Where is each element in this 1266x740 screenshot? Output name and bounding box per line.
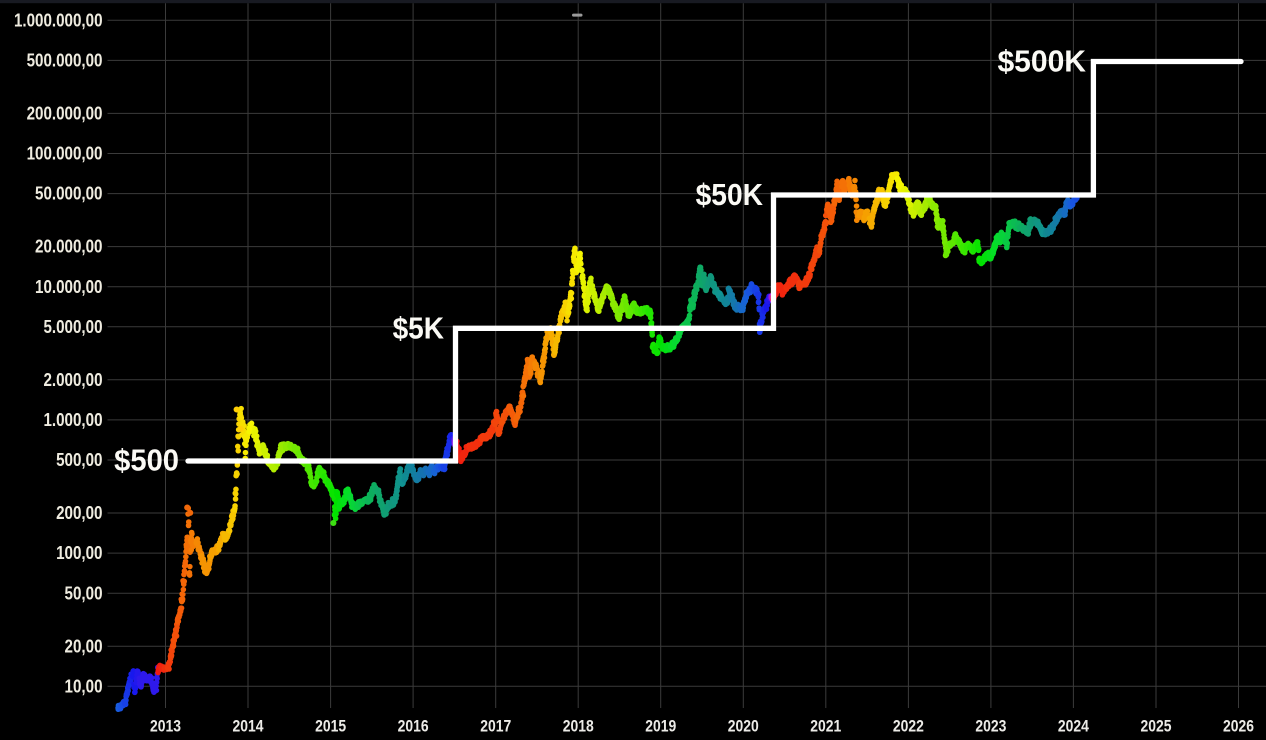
svg-text:50.000,00: 50.000,00 bbox=[35, 183, 102, 204]
svg-text:2017: 2017 bbox=[480, 717, 511, 736]
svg-text:2024: 2024 bbox=[1058, 717, 1089, 736]
svg-text:5.000,00: 5.000,00 bbox=[43, 316, 102, 337]
svg-text:2023: 2023 bbox=[975, 717, 1006, 736]
svg-text:2018: 2018 bbox=[563, 717, 594, 736]
svg-text:$50K: $50K bbox=[696, 178, 764, 213]
svg-text:500.000,00: 500.000,00 bbox=[27, 50, 103, 71]
svg-text:$5K: $5K bbox=[393, 311, 445, 346]
svg-text:1.000.000,00: 1.000.000,00 bbox=[14, 10, 103, 31]
svg-text:2022: 2022 bbox=[893, 717, 924, 736]
svg-text:50,00: 50,00 bbox=[65, 583, 103, 604]
svg-text:200.000,00: 200.000,00 bbox=[27, 103, 103, 124]
svg-text:$500K: $500K bbox=[997, 44, 1086, 79]
svg-text:20,00: 20,00 bbox=[65, 636, 103, 657]
svg-text:$500: $500 bbox=[114, 444, 179, 478]
svg-text:2015: 2015 bbox=[315, 717, 346, 736]
svg-text:2014: 2014 bbox=[233, 717, 264, 736]
svg-text:500,00: 500,00 bbox=[56, 450, 102, 471]
svg-text:2020: 2020 bbox=[728, 717, 759, 736]
svg-text:2016: 2016 bbox=[398, 717, 429, 736]
svg-text:100,00: 100,00 bbox=[56, 543, 102, 564]
svg-text:10,00: 10,00 bbox=[65, 676, 103, 697]
svg-text:10.000,00: 10.000,00 bbox=[35, 276, 102, 297]
svg-text:2013: 2013 bbox=[150, 717, 181, 736]
svg-text:2.000,00: 2.000,00 bbox=[43, 369, 102, 390]
svg-text:20.000,00: 20.000,00 bbox=[35, 236, 102, 257]
svg-text:1.000,00: 1.000,00 bbox=[43, 410, 102, 431]
svg-text:200,00: 200,00 bbox=[56, 503, 102, 524]
svg-text:2021: 2021 bbox=[810, 717, 841, 736]
svg-text:100.000,00: 100.000,00 bbox=[27, 143, 103, 164]
svg-text:2026: 2026 bbox=[1223, 717, 1254, 736]
svg-text:2019: 2019 bbox=[645, 717, 676, 736]
svg-text:2025: 2025 bbox=[1141, 717, 1172, 736]
